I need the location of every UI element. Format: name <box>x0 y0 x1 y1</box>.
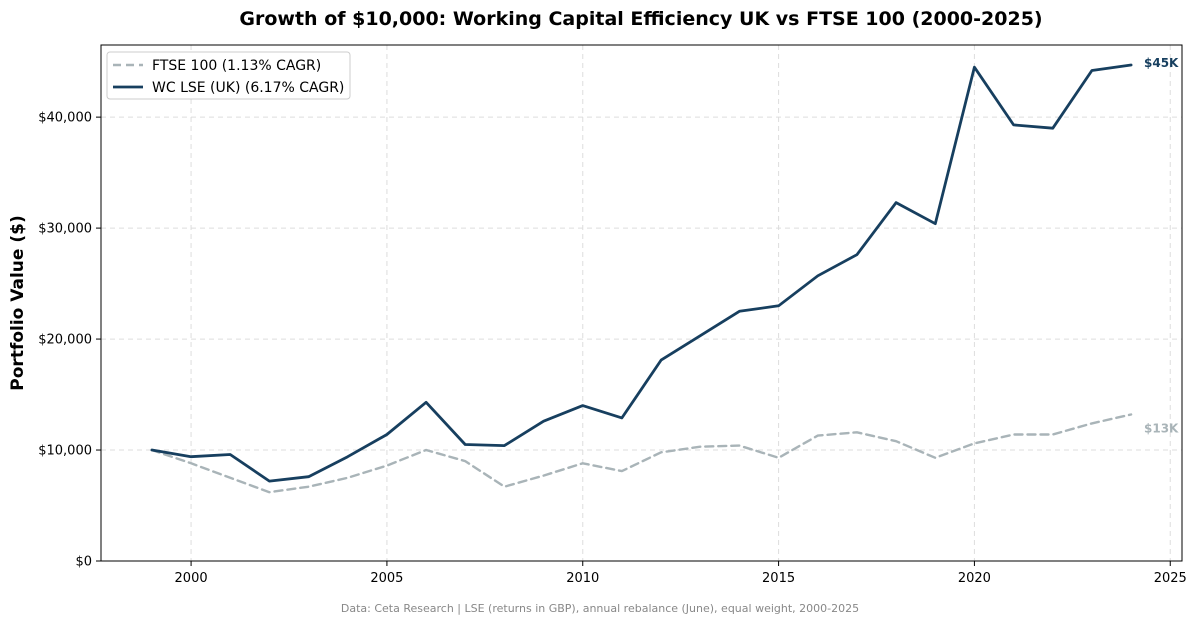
x-tick-label: 2005 <box>370 571 403 586</box>
series-end-label-0: $13K <box>1144 422 1179 436</box>
footnote: Data: Ceta Research | LSE (returns in GB… <box>341 602 859 615</box>
y-tick-label: $20,000 <box>38 333 92 348</box>
series-line-1 <box>150 63 1133 483</box>
x-tick-label: 2015 <box>762 571 795 586</box>
y-tick-label: $40,000 <box>38 111 92 126</box>
y-axis-label: Portfolio Value ($) <box>8 215 28 390</box>
series-layer <box>150 63 1133 494</box>
legend-label-0: FTSE 100 (1.13% CAGR) <box>152 58 321 74</box>
end-label-layer: $13K $45K <box>1144 56 1179 436</box>
legend-box <box>106 51 351 100</box>
y-tick-label: $10,000 <box>38 444 92 459</box>
series-end-label-1: $45K <box>1144 56 1179 70</box>
chart-title: Growth of $10,000: Working Capital Effic… <box>239 8 1042 30</box>
x-tick-label: 2010 <box>566 571 599 586</box>
series-line-0 <box>150 413 1133 494</box>
plot-frame <box>100 44 1183 562</box>
x-tick-label: 2000 <box>175 571 208 586</box>
axes-layer: $0 $10,000 $20,000 $30,000 $40,000 2000 2005 20… <box>38 111 1187 586</box>
y-tick-label: $30,000 <box>38 222 92 237</box>
x-tick-label: 2020 <box>958 571 991 586</box>
legend-label-1: WC LSE (UK) (6.17% CAGR) <box>152 80 344 96</box>
legend: FTSE 100 (1.13% CAGR) WC LSE (UK) (6.17% … <box>106 51 351 100</box>
grid-layer <box>101 45 1182 562</box>
y-tick-label: $0 <box>75 555 92 570</box>
x-tick-label: 2025 <box>1154 571 1187 586</box>
